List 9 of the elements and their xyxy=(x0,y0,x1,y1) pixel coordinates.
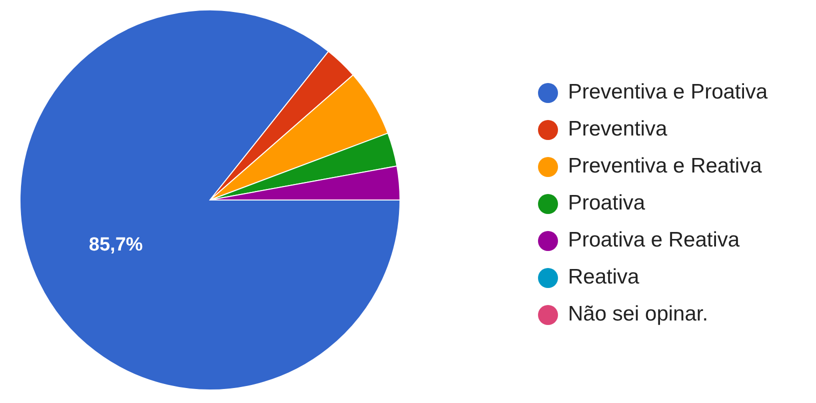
pie-slice xyxy=(20,10,400,390)
data-label: 85,7% xyxy=(88,234,143,256)
legend-label: Preventiva e Reativa xyxy=(568,154,762,178)
legend-label: Preventiva e Proativa xyxy=(568,80,768,104)
legend-label: Preventiva xyxy=(568,118,668,141)
legend-label: Reativa xyxy=(568,266,640,289)
legend-label: Proativa e Reativa xyxy=(568,228,740,252)
legend-label: Não sei opinar. xyxy=(568,302,708,326)
legend-label: Proativa xyxy=(568,192,646,215)
